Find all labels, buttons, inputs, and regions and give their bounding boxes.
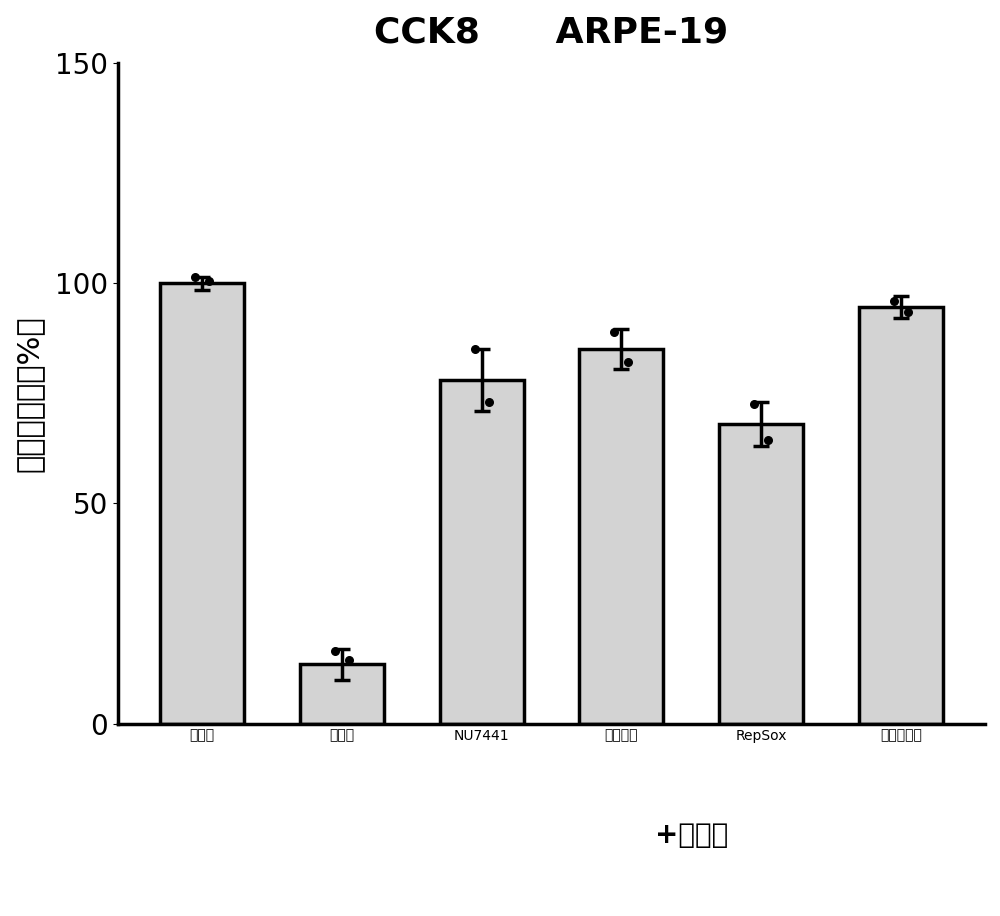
Point: [606, 324, 622, 339]
Point: [886, 293, 902, 308]
Point: [620, 355, 636, 370]
Point: [481, 395, 497, 409]
Point: [201, 274, 217, 289]
Bar: [160, 283, 244, 724]
Bar: [440, 380, 524, 724]
Bar: [719, 424, 803, 724]
Bar: [579, 349, 663, 724]
Point: [746, 397, 762, 411]
Point: [187, 269, 203, 284]
Bar: [300, 664, 384, 724]
Y-axis label: 细胞存活率（%）: 细胞存活率（%）: [15, 315, 44, 472]
Point: [327, 644, 343, 659]
Point: [341, 652, 357, 667]
Point: [467, 342, 483, 356]
Bar: [859, 308, 943, 724]
Text: +碘酸钠: +碘酸钠: [655, 821, 728, 849]
Point: [760, 432, 776, 447]
Title: CCK8      ARPE-19: CCK8 ARPE-19: [374, 15, 729, 49]
Point: [900, 304, 916, 319]
